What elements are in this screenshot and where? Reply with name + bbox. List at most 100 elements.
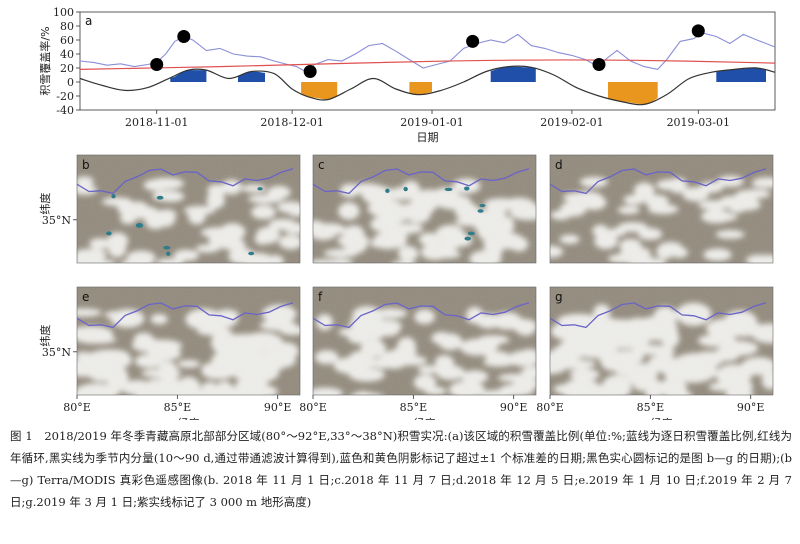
- y-tick-label: 40: [60, 48, 74, 61]
- lon-tick-label: 85°E: [164, 401, 192, 414]
- snow-patch: [120, 259, 152, 263]
- snow-patch: [597, 343, 619, 365]
- snow-cover: [550, 175, 773, 263]
- snow-patch: [287, 202, 300, 217]
- snow-patch: [352, 391, 374, 395]
- snow-patch: [511, 318, 536, 334]
- snow-patch: [394, 355, 428, 366]
- snow-patch: [637, 227, 663, 241]
- terrain-contour-3000m: [313, 168, 530, 195]
- lake: [166, 251, 171, 256]
- snow-patch: [623, 194, 645, 205]
- snow-patch: [254, 233, 271, 245]
- figure-caption: 图 1 2018/2019 年冬季青藏高原北部部分区域(80°～92°E,33°…: [10, 429, 792, 509]
- lat-tick-label: 35°N: [42, 346, 71, 359]
- map-frame: [76, 154, 301, 264]
- lake: [464, 186, 470, 191]
- lat-axis-label: 纬度: [38, 325, 52, 347]
- lon-tick-label: 80°E: [63, 401, 91, 414]
- snow-patch: [438, 333, 463, 351]
- snow-patch: [211, 310, 238, 328]
- terrain-contour-3000m: [550, 302, 767, 329]
- snow-patch: [414, 309, 436, 325]
- snow-patch: [633, 182, 655, 198]
- snow-patch: [752, 254, 773, 263]
- snow-patch: [248, 194, 284, 204]
- y-tick-label: 0: [67, 76, 74, 89]
- panel-label-d: d: [555, 158, 563, 172]
- snow-patch: [143, 179, 169, 192]
- snow-patch: [211, 349, 257, 371]
- snow-patch: [464, 209, 503, 226]
- lake: [111, 194, 116, 199]
- lat-axis-label: 纬度: [38, 193, 52, 215]
- snow-patch: [197, 327, 232, 336]
- snow-patch: [434, 355, 454, 370]
- snow-patch: [417, 365, 440, 374]
- snow-patch: [78, 248, 107, 261]
- snow-patch: [598, 319, 644, 338]
- x-tick-label: 2019-02-01: [540, 116, 603, 129]
- snow-patch: [656, 379, 688, 395]
- snow-patch: [157, 190, 185, 203]
- panel-label-c: c: [318, 158, 325, 172]
- lake: [248, 251, 255, 256]
- snow-cover: [313, 306, 536, 395]
- map-image: [77, 287, 300, 395]
- date-marker: [592, 58, 606, 71]
- snow-patch: [248, 372, 268, 392]
- snow-patch: [476, 313, 502, 329]
- snow-patch: [316, 314, 334, 331]
- y-tick-label: 60: [60, 34, 74, 47]
- annual_cycle-series-line: [79, 59, 776, 70]
- snow-patch: [431, 241, 459, 252]
- map-image: [550, 287, 773, 395]
- snow-patch: [333, 356, 370, 375]
- snow-patch: [89, 238, 112, 250]
- panel-label-f: f: [318, 290, 323, 304]
- snow-patch: [107, 232, 129, 249]
- snow-patch: [268, 218, 297, 231]
- anomaly-shading: [608, 82, 658, 105]
- anomaly-shading: [170, 70, 207, 82]
- snow-patch: [195, 244, 220, 253]
- snow-patch: [361, 185, 395, 205]
- y-axis-label: 积雪覆盖率/%: [38, 26, 52, 95]
- snow-patch: [740, 189, 771, 199]
- lake: [257, 187, 263, 191]
- intraseasonal-series-line: [79, 65, 776, 106]
- snow-patch: [656, 244, 675, 260]
- snow-patch: [201, 381, 219, 395]
- map-image: [550, 155, 773, 263]
- snow-patch: [448, 380, 485, 395]
- snow-patch: [373, 357, 393, 369]
- lake: [479, 203, 486, 208]
- x-tick-label: 2019-03-01: [667, 116, 730, 129]
- snow-patch: [106, 366, 129, 391]
- snow-patch: [570, 191, 603, 203]
- snow-patch: [703, 248, 732, 262]
- snow-patch: [469, 250, 502, 263]
- map-panel-g: g 80°E 85°E 90°E 经度: [536, 286, 774, 420]
- anomaly-shading: [409, 82, 432, 95]
- date-marker: [466, 34, 480, 48]
- snow-patch: [144, 211, 167, 230]
- snow-patch: [486, 352, 514, 365]
- snow-patch: [250, 204, 276, 220]
- snow-patch: [675, 302, 712, 326]
- lake: [464, 236, 471, 241]
- snow-patch: [259, 320, 298, 331]
- panel-label-g: g: [555, 290, 563, 304]
- date-marker: [303, 65, 317, 78]
- snow-patch: [398, 245, 419, 262]
- snow-patch: [559, 234, 580, 244]
- map-panel-c: c: [312, 154, 537, 264]
- snow-patch: [719, 340, 759, 356]
- snow-patch: [150, 313, 168, 325]
- panel-label-e: e: [82, 290, 89, 304]
- snow-patch: [729, 379, 754, 393]
- snow-cover: [77, 304, 300, 395]
- panel-label-b: b: [82, 158, 90, 172]
- snow-patch: [715, 229, 745, 239]
